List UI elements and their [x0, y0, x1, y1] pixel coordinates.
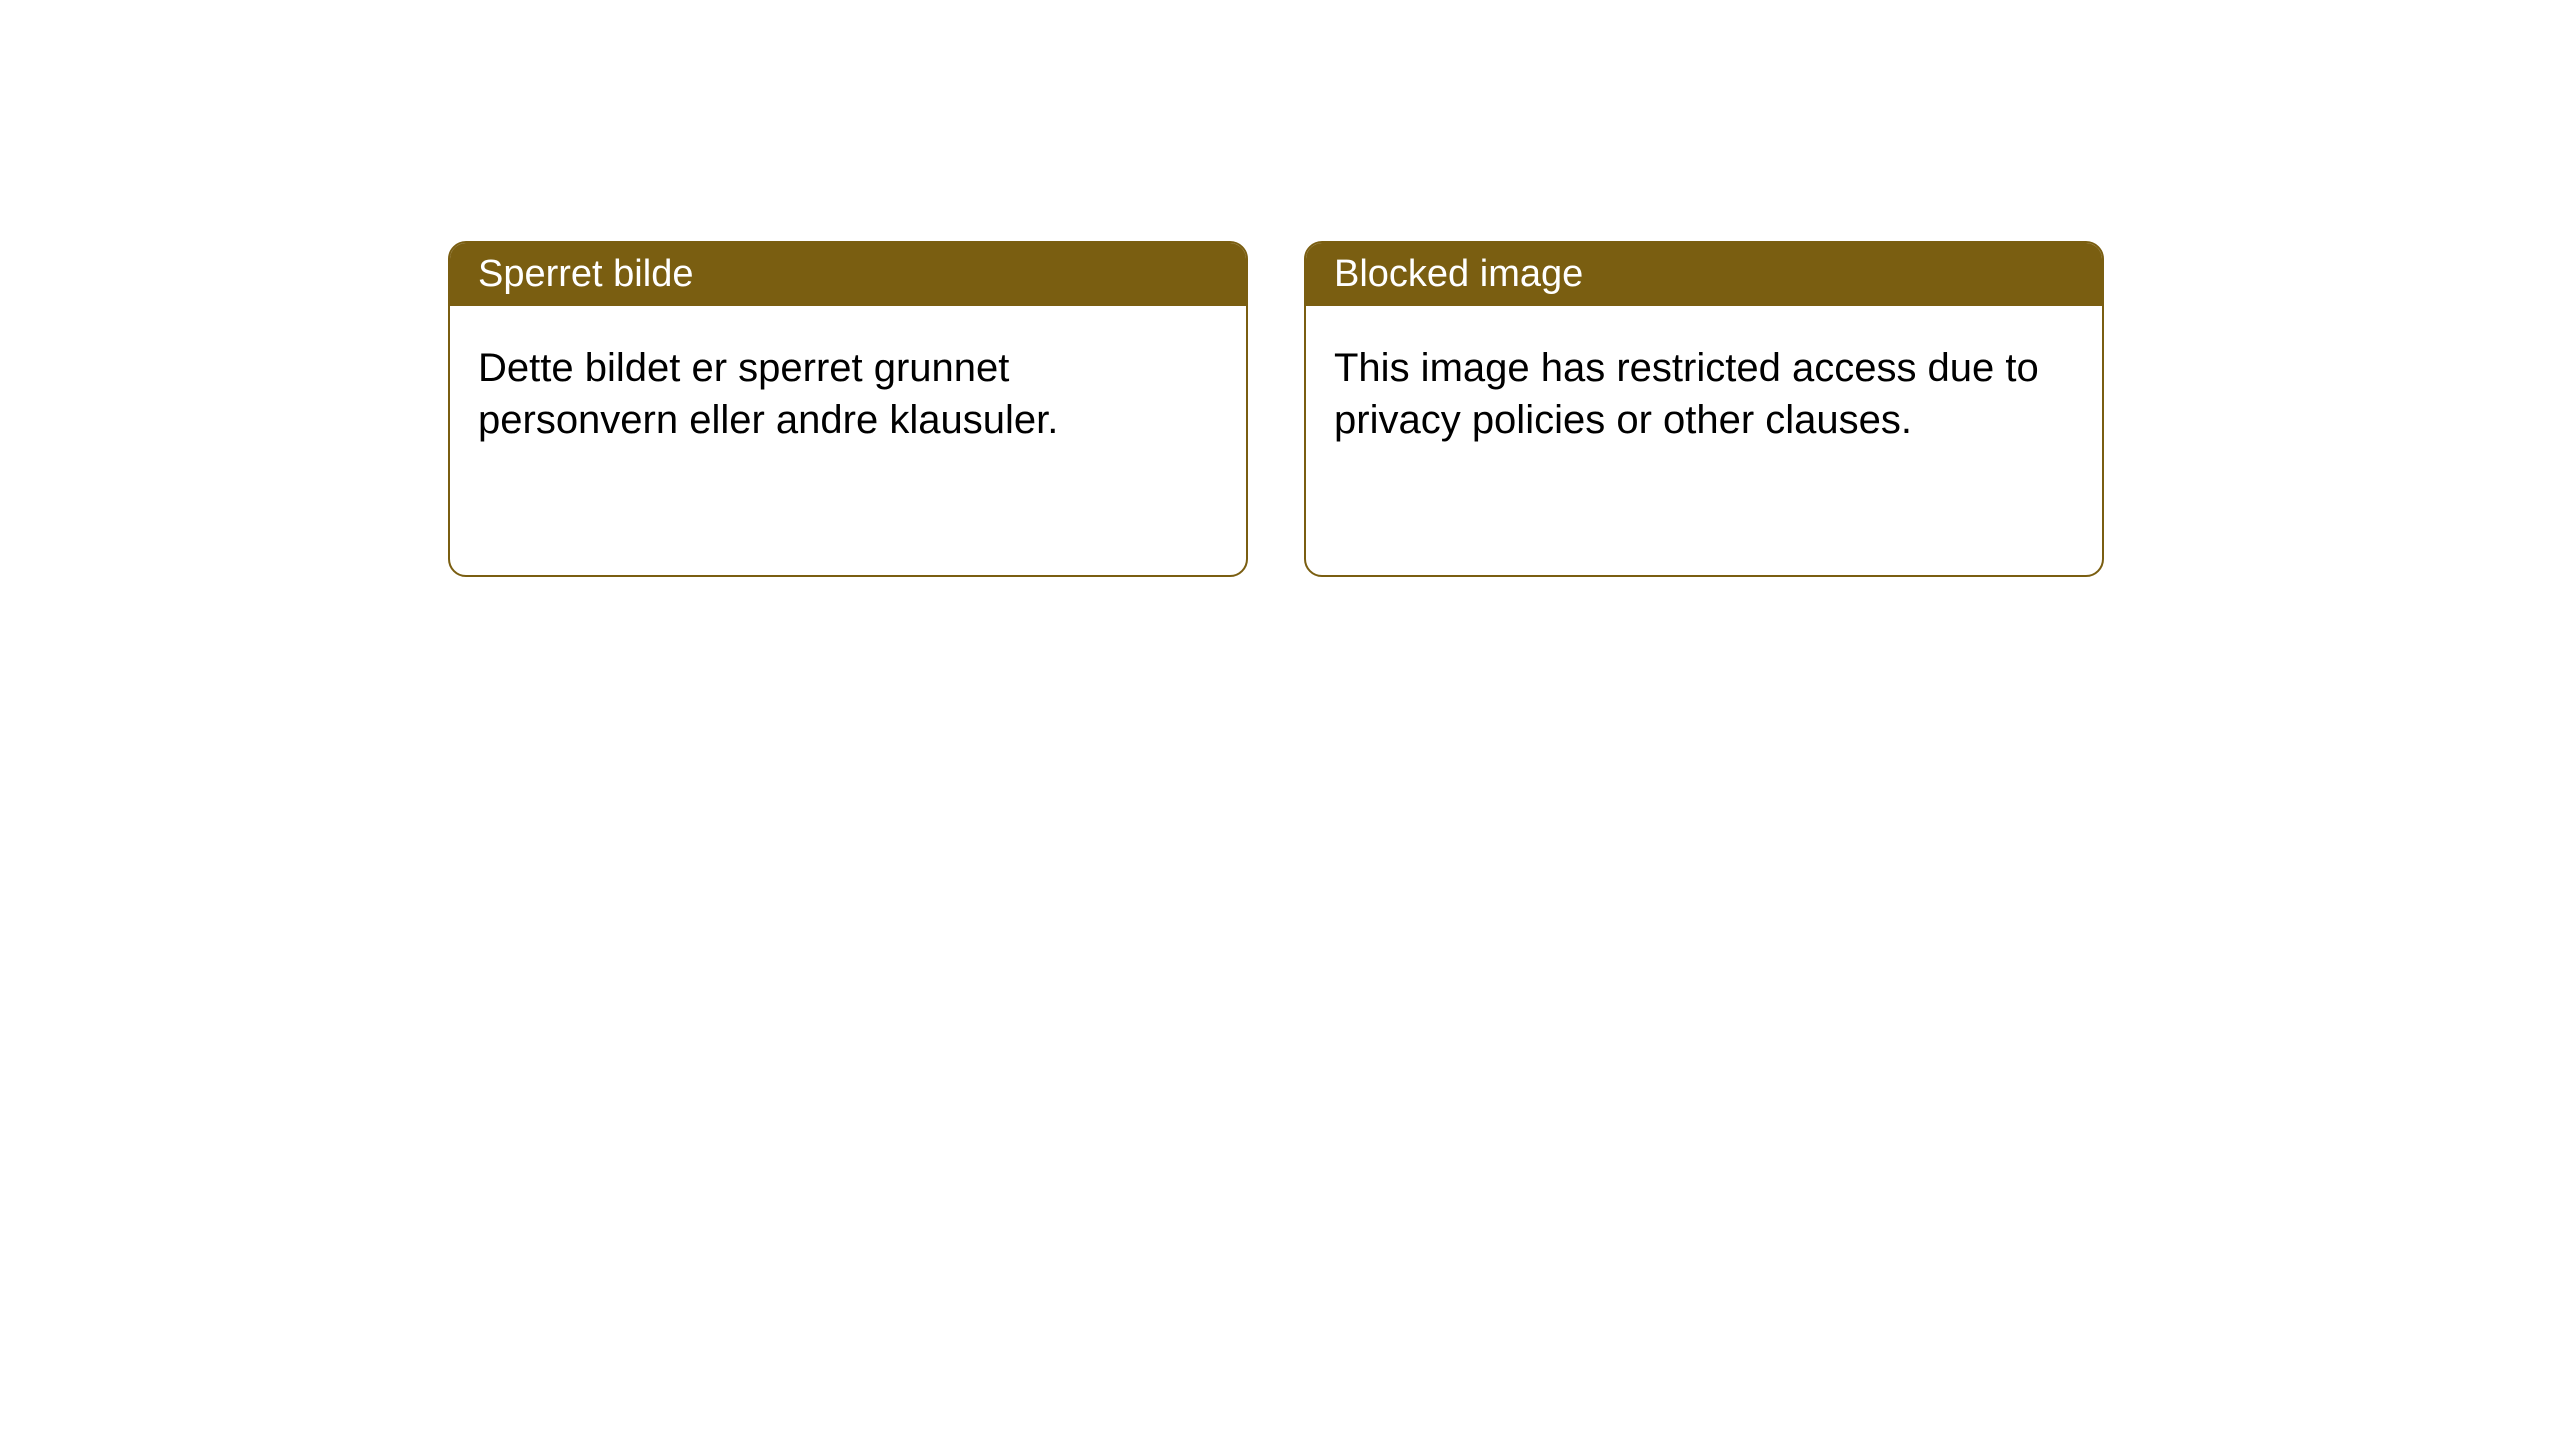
notice-header-english: Blocked image [1306, 243, 2102, 306]
notice-body-norwegian: Dette bildet er sperret grunnet personve… [450, 306, 1246, 482]
notice-card-english: Blocked image This image has restricted … [1304, 241, 2104, 577]
notice-body-english: This image has restricted access due to … [1306, 306, 2102, 482]
notice-card-norwegian: Sperret bilde Dette bildet er sperret gr… [448, 241, 1248, 577]
notice-header-norwegian: Sperret bilde [450, 243, 1246, 306]
notice-container: Sperret bilde Dette bildet er sperret gr… [0, 0, 2560, 577]
